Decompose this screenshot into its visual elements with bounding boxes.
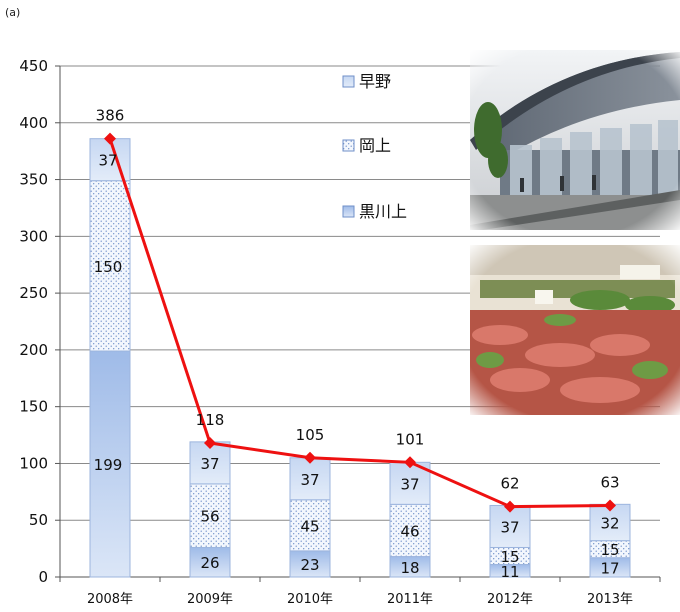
totals-point <box>204 437 216 450</box>
segment-value-label: 37 <box>500 518 519 536</box>
total-value-label: 118 <box>196 411 225 429</box>
segment-value-label: 15 <box>600 541 619 559</box>
bar-segment <box>189 546 231 578</box>
segment-value-label: 37 <box>400 475 419 493</box>
totals-line <box>104 132 616 513</box>
bar-segment <box>189 483 231 548</box>
segment-value-label: 32 <box>600 514 619 532</box>
total-value-label: 63 <box>600 473 619 491</box>
totals-line-path <box>108 138 611 509</box>
segment-value-label: 45 <box>300 517 319 535</box>
total-value-label: 105 <box>296 426 325 444</box>
bar-segment <box>89 350 131 578</box>
legend-swatch <box>342 75 355 88</box>
y-tick-label: 300 <box>19 227 48 245</box>
x-tick-label: 2009年 <box>187 592 233 607</box>
totals-point <box>104 132 116 145</box>
legend-swatch <box>342 139 355 152</box>
market-building-photo <box>470 50 680 232</box>
segment-value-label: 23 <box>300 556 319 574</box>
segment-value-label: 11 <box>500 563 519 581</box>
segment-value-label: 17 <box>600 559 619 577</box>
y-tick-label: 150 <box>19 398 48 416</box>
bar-segment <box>289 550 331 578</box>
legend-label: 黒川上 <box>359 202 407 221</box>
y-tick-label: 0 <box>38 568 48 586</box>
y-tick-label: 50 <box>29 511 48 529</box>
y-tick-label: 450 <box>19 57 48 75</box>
vegetable-stall-photo <box>470 245 680 415</box>
bar-segment <box>289 499 331 552</box>
segment-value-label: 199 <box>94 456 123 474</box>
x-tick-label: 2008年 <box>87 592 133 607</box>
segment-value-label: 150 <box>94 258 123 276</box>
bar-segment <box>89 180 131 352</box>
totals-point <box>504 500 516 513</box>
total-value-label: 101 <box>396 430 425 448</box>
legend-swatch <box>342 205 355 218</box>
y-tick-label: 100 <box>19 454 48 472</box>
totals-point <box>604 499 616 512</box>
segment-value-label: 37 <box>300 471 319 489</box>
x-tick-label: 2013年 <box>587 592 633 607</box>
legend-label: 早野 <box>359 72 391 91</box>
legend-label: 岡上 <box>359 136 391 155</box>
segment-value-label: 37 <box>98 152 117 170</box>
y-tick-label: 200 <box>19 341 48 359</box>
x-tick-label: 2012年 <box>487 592 533 607</box>
panel-label: (a) <box>5 6 21 19</box>
y-tick-label: 400 <box>19 114 48 132</box>
value-labels: 1991503726563723453718463711153717153238… <box>94 107 620 581</box>
segment-value-label: 15 <box>500 548 519 566</box>
segment-value-label: 46 <box>400 522 419 540</box>
totals-point <box>404 456 416 469</box>
x-tick-label: 2010年 <box>287 592 333 607</box>
segment-value-label: 18 <box>400 559 419 577</box>
bar-segment <box>389 503 431 558</box>
y-tick-label: 350 <box>19 171 48 189</box>
total-value-label: 386 <box>96 107 125 125</box>
axes: 0 50 100 150 200 250 300 350 400 450 2008年 2009年 201… <box>19 57 661 607</box>
segment-value-label: 26 <box>200 554 219 572</box>
segment-value-label: 37 <box>200 455 219 473</box>
x-tick-label: 2011年 <box>387 592 433 607</box>
segment-value-label: 56 <box>200 508 219 526</box>
bar-segment <box>89 138 131 182</box>
totals-point <box>304 451 316 464</box>
total-value-label: 62 <box>500 475 519 493</box>
y-tick-label: 250 <box>19 284 48 302</box>
